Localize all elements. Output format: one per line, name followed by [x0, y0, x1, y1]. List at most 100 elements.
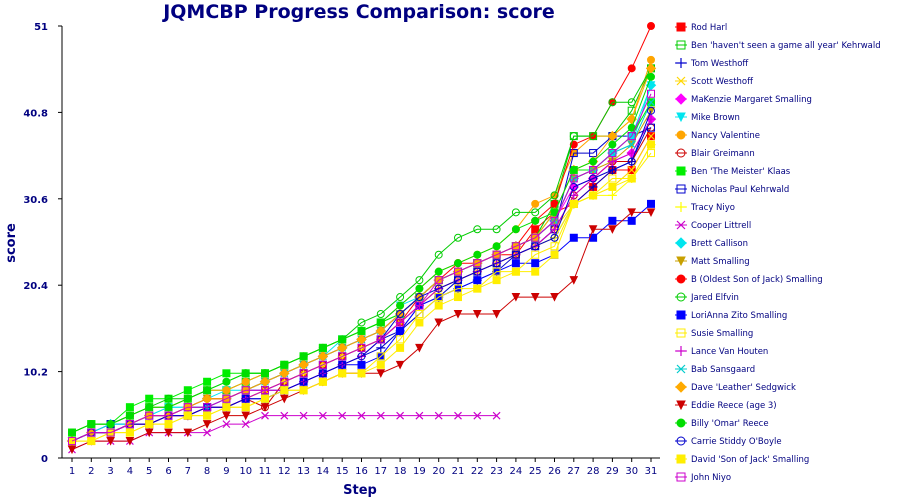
data-point: [492, 250, 501, 259]
legend-marker: [676, 202, 686, 212]
data-point: [647, 55, 655, 64]
data-point: [376, 369, 386, 378]
data-point: [647, 199, 655, 208]
x-tick-label: 6: [165, 466, 171, 477]
legend-label: Ben 'haven't seen a game all year' Kehrw…: [691, 41, 881, 51]
data-point: [608, 225, 617, 234]
data-point: [357, 369, 366, 378]
series: [68, 64, 655, 437]
data-point: [415, 301, 424, 310]
legend-label: Dave 'Leather' Sedgwick: [691, 383, 796, 393]
chart-title: JQMCBP Progress Comparison: score: [161, 1, 555, 23]
data-point: [434, 301, 443, 310]
legend-marker: [676, 418, 686, 428]
legend-marker: [676, 112, 686, 123]
legend-item: Tom Westhoff: [675, 58, 749, 69]
series-line: [72, 152, 652, 442]
series-line: [71, 68, 652, 434]
data-point: [299, 411, 308, 420]
data-point: [492, 411, 501, 420]
data-point: [588, 225, 598, 234]
data-point: [395, 360, 405, 370]
data-point: [318, 360, 327, 369]
x-tick-label: 31: [645, 466, 658, 477]
data-point: [511, 208, 520, 217]
x-tick-label: 7: [185, 466, 191, 477]
data-point: [472, 310, 482, 319]
data-point: [550, 233, 559, 242]
data-point: [357, 343, 366, 352]
legend-label: Brett Callison: [691, 239, 748, 249]
legend-marker: [676, 454, 686, 464]
data-point: [550, 293, 559, 302]
data-point: [396, 411, 405, 420]
x-tick-label: 24: [510, 466, 523, 477]
legend-item: Matt Smalling: [675, 256, 750, 267]
legend-item: John Niyo: [675, 472, 731, 483]
data-point: [492, 242, 501, 251]
data-point: [647, 132, 655, 141]
series-line: [71, 110, 652, 442]
legend-marker: [676, 292, 686, 302]
data-point: [338, 335, 347, 344]
data-point: [222, 377, 231, 386]
legend-label: Susie Smalling: [691, 329, 753, 339]
x-tick-label: 12: [278, 466, 291, 477]
legend-marker: [676, 400, 686, 411]
data-point: [647, 106, 655, 115]
data-point: [183, 411, 192, 420]
series: [66, 63, 657, 447]
legend-item: Eddie Reece (age 3): [675, 400, 777, 411]
data-point: [589, 157, 598, 166]
data-point: [492, 267, 501, 276]
data-point: [492, 225, 501, 234]
legend-label: Matt Smalling: [691, 257, 750, 267]
data-point: [299, 386, 308, 395]
data-point: [550, 191, 559, 200]
data-point: [261, 394, 269, 403]
data-point: [454, 276, 462, 285]
legend-label: Eddie Reece (age 3): [691, 401, 777, 411]
x-tick-label: 30: [625, 466, 638, 477]
data-point: [261, 411, 269, 420]
x-tick-label: 20: [432, 466, 445, 477]
data-point: [144, 428, 154, 438]
x-tick-label: 16: [355, 466, 368, 477]
series-line: [71, 415, 497, 450]
data-point: [589, 191, 598, 200]
x-tick-label: 21: [452, 466, 465, 477]
data-point: [511, 225, 520, 234]
data-point: [569, 166, 578, 174]
data-point: [531, 250, 540, 259]
series-line: [71, 76, 652, 434]
series: [68, 89, 655, 446]
data-point: [164, 420, 173, 429]
x-tick-label: 22: [471, 466, 484, 477]
legend-item: Ben 'haven't seen a game all year' Kehrw…: [675, 40, 881, 51]
data-point: [608, 166, 617, 174]
data-point: [222, 369, 231, 378]
legend-label: MaKenzie Margaret Smalling: [691, 95, 812, 105]
x-axis-title: Step: [343, 483, 377, 498]
data-point: [222, 386, 231, 395]
data-point: [434, 267, 443, 276]
data-point: [241, 420, 250, 429]
series-line: [71, 68, 652, 434]
x-tick-label: 26: [548, 466, 561, 477]
series-line: [71, 118, 652, 442]
legend-marker: [676, 328, 686, 338]
data-point: [569, 199, 578, 208]
data-point: [454, 411, 462, 420]
legend-item: MaKenzie Margaret Smalling: [675, 93, 812, 105]
legend-marker: [676, 256, 686, 267]
x-tick-label: 29: [606, 466, 619, 477]
data-point: [569, 174, 578, 183]
x-tick-label: 10: [239, 466, 252, 477]
data-point: [357, 326, 366, 335]
x-tick-label: 18: [394, 466, 407, 477]
data-point: [396, 326, 405, 335]
legend-marker: [676, 310, 686, 320]
x-tick-label: 1: [69, 466, 75, 477]
legend-item: Dave 'Leather' Sedgwick: [675, 381, 796, 393]
data-point: [647, 72, 655, 81]
